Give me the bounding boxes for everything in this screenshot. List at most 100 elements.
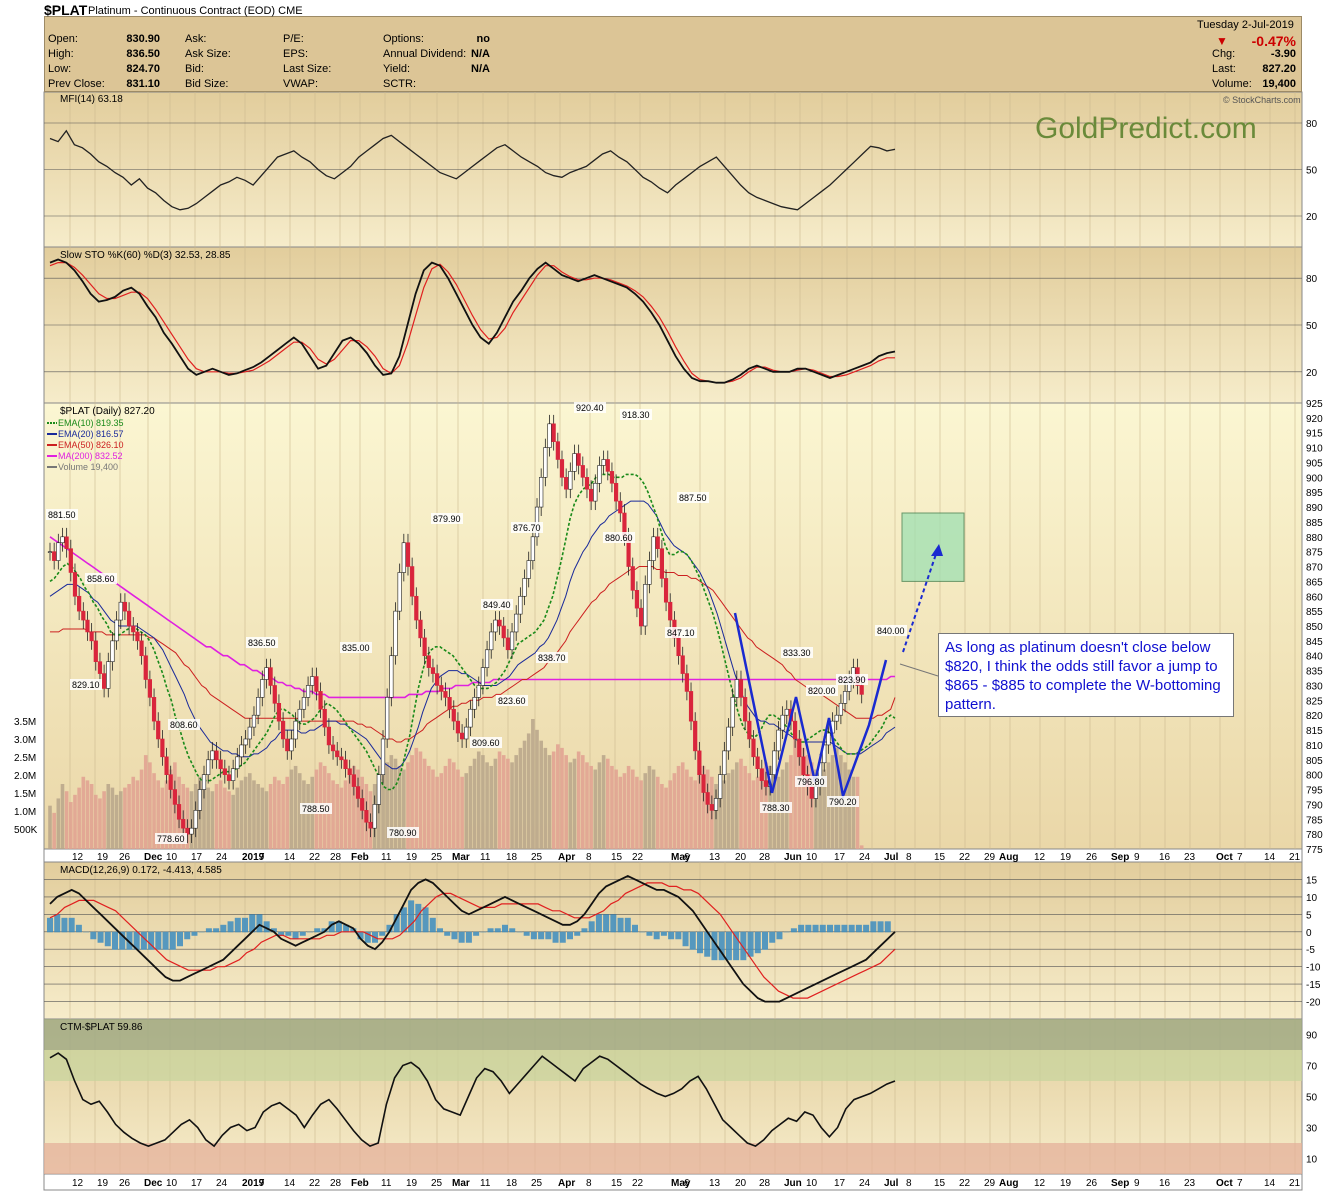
volume-bar: [210, 791, 215, 849]
macd-histogram-bar: [523, 931, 530, 936]
volume-bar: [739, 758, 743, 849]
candle-body: [347, 768, 352, 775]
price-label-bg: [536, 652, 568, 663]
volume-bar: [168, 769, 173, 849]
macd-histogram-bar: [697, 931, 703, 954]
macd-histogram-bar: [595, 914, 602, 933]
sto-k-line: [49, 258, 896, 384]
candle-body: [151, 697, 157, 722]
y-tick-label: 15: [1306, 875, 1318, 886]
volume-bar: [718, 787, 722, 849]
volume-bar: [585, 762, 589, 849]
volume-bar: [385, 762, 389, 849]
quote-label: Open:: [48, 33, 78, 45]
price-label-bg: [677, 492, 709, 503]
macd-histogram-bar: [364, 931, 371, 943]
y-tick-label: 840: [1306, 652, 1323, 663]
candle-body: [52, 551, 57, 561]
x-tick-label: 22: [959, 1178, 971, 1189]
volume-bar: [264, 791, 269, 849]
x-tick-label: 24: [216, 1178, 228, 1189]
price-label: 809.60: [472, 738, 500, 748]
price-label-bg: [496, 695, 528, 706]
y-tick-label: 30: [1306, 1124, 1318, 1135]
candle-body: [272, 685, 277, 704]
x-tick-label: 15: [611, 852, 623, 863]
price-label: 835.00: [342, 643, 370, 653]
volume-bar: [622, 773, 627, 849]
candle-body: [772, 750, 777, 775]
candle-body: [722, 750, 727, 775]
candle-body: [597, 465, 602, 484]
y-tick-label: 850: [1306, 622, 1323, 633]
ema10-line: [49, 473, 896, 791]
candle-body: [659, 548, 664, 579]
x-tick-label: May: [671, 1178, 691, 1189]
candle-body: [593, 482, 598, 502]
panel-title: CTM-$PLAT 59.86: [60, 1022, 143, 1033]
macd-histogram-bar: [545, 931, 552, 940]
candle-body: [222, 768, 227, 775]
macd-histogram-bar: [227, 921, 234, 933]
y-tick-label: 50: [1306, 166, 1318, 177]
macd-histogram-bar: [769, 931, 776, 943]
volume-bar: [822, 769, 827, 849]
x-tick-label: 10: [166, 852, 178, 863]
volume-bar: [422, 758, 427, 849]
x-tick-label: 25: [531, 1178, 543, 1189]
macd-histogram-bar: [711, 931, 718, 961]
volume-bar: [676, 765, 681, 849]
macd-histogram-bar: [75, 924, 82, 933]
volume-bar: [847, 769, 852, 849]
candle-body: [435, 673, 440, 686]
price-label: 840.00: [877, 626, 905, 636]
macd-histogram-bar: [877, 921, 884, 933]
x-tick-label: Oct: [1216, 1178, 1233, 1189]
down-arrow-icon: ▼: [1216, 34, 1228, 48]
macd-histogram-bar: [790, 928, 797, 933]
panel-background: [43, 861, 1303, 1020]
y-tick-label: 830: [1306, 681, 1323, 692]
volume-bar: [272, 776, 277, 849]
x-tick-label: 17: [191, 852, 203, 863]
volume-bar: [618, 776, 623, 849]
candle-body: [305, 685, 311, 698]
volume-bar: [335, 784, 340, 849]
macd-histogram-bar: [733, 931, 740, 961]
candle-body: [264, 667, 269, 680]
price-label-bg: [665, 627, 697, 638]
quote-label: Yield:: [383, 63, 411, 75]
macd-histogram-bar: [451, 931, 458, 940]
x-tick-label: 9: [1134, 1178, 1140, 1189]
candle-body: [634, 590, 640, 609]
candle-body: [314, 676, 319, 692]
overbought-band: [44, 1019, 1302, 1050]
macd-histogram-bar: [740, 931, 747, 961]
quote-value: N/A: [471, 48, 490, 60]
volume-bar: [651, 769, 656, 849]
macd-histogram-bar: [552, 931, 559, 943]
volume-bar: [551, 751, 556, 849]
candle-body: [318, 691, 323, 710]
x-tick-label: 14: [284, 1178, 296, 1189]
macd-histogram-bar: [314, 928, 321, 933]
volume-bar: [518, 747, 523, 849]
y-tick-label: 825: [1306, 696, 1323, 707]
macd-histogram-bar: [292, 931, 299, 940]
candle-body: [193, 810, 198, 829]
y-tick-label: 925: [1306, 399, 1323, 410]
y-tick-label: 80: [1306, 274, 1318, 285]
candle-body: [239, 744, 244, 758]
y-tick-label: 870: [1306, 563, 1323, 574]
macd-histogram-bar: [104, 931, 111, 947]
volume-bar: [85, 780, 90, 849]
x-tick-label: 8: [586, 852, 592, 863]
volume-tick-label: 3.0M: [14, 735, 36, 746]
candle-body: [497, 619, 502, 627]
y-tick-label: 905: [1306, 458, 1323, 469]
price-label: 820.00: [808, 686, 836, 696]
y-tick-label: 20: [1306, 212, 1318, 223]
macd-histogram-bar: [494, 928, 501, 933]
x-tick-label: 12: [1034, 852, 1046, 863]
quote-value: 830.90: [126, 33, 160, 45]
